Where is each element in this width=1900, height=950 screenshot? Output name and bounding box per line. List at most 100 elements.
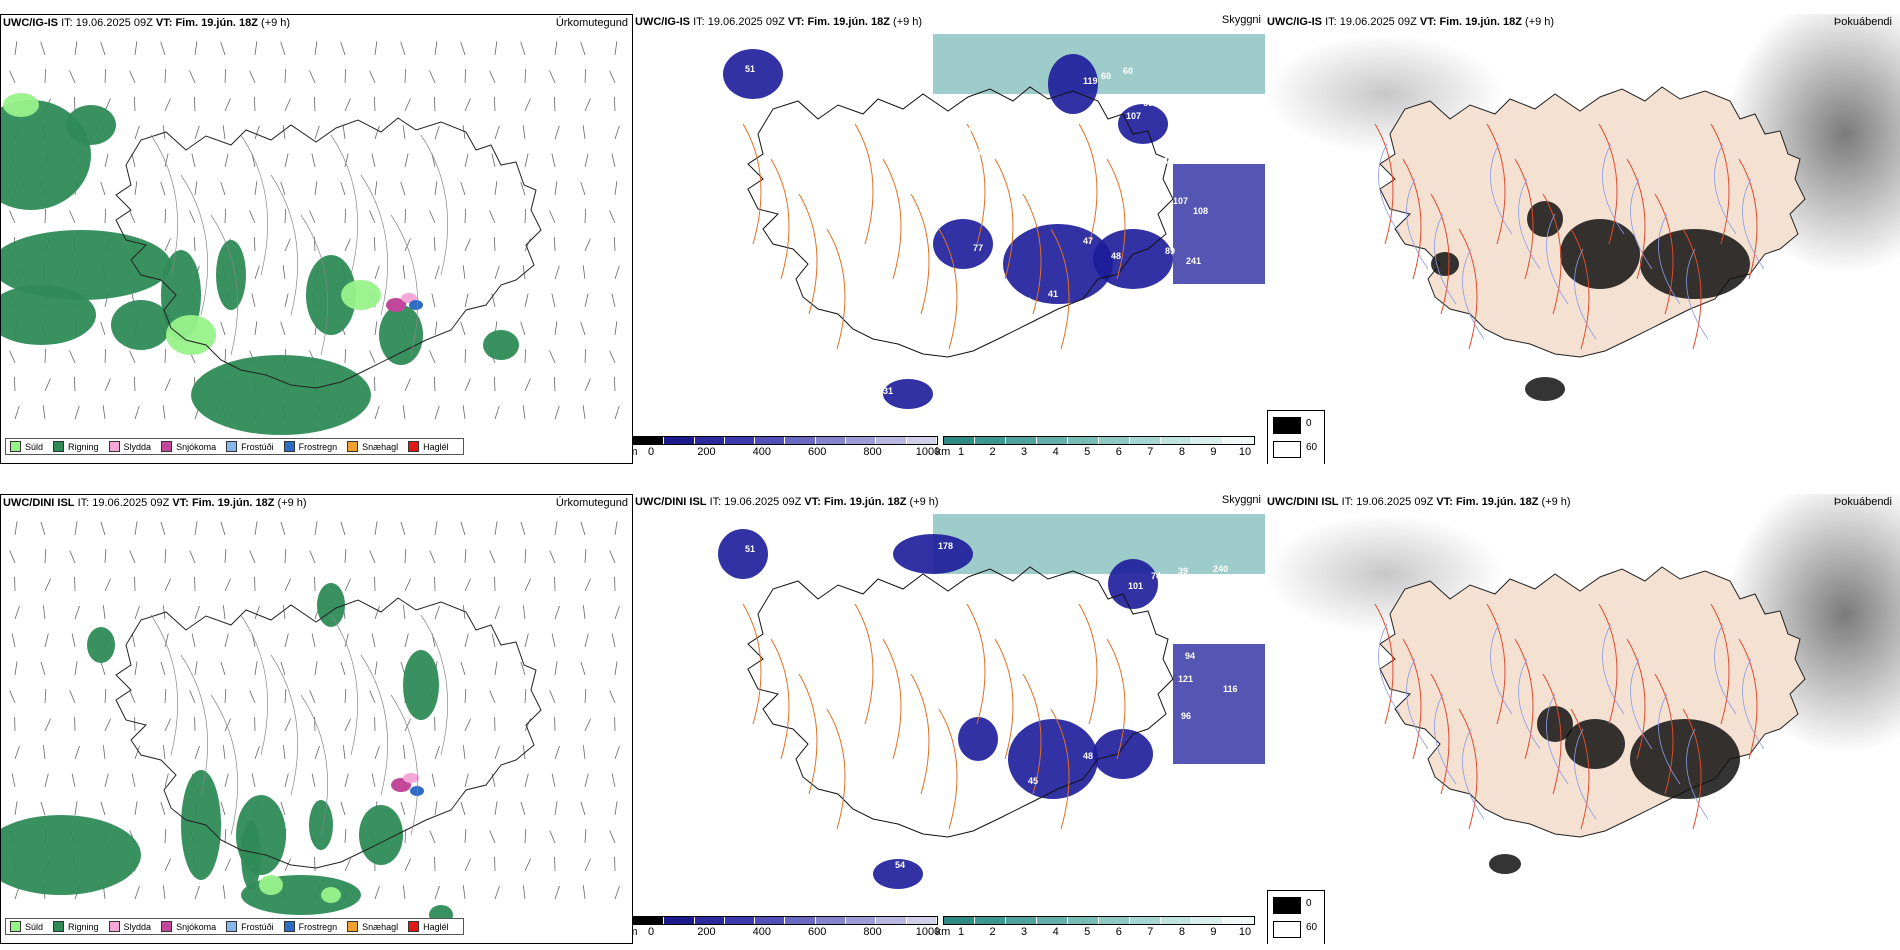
fog-legend-swatch bbox=[1273, 417, 1301, 434]
scale-step bbox=[1130, 437, 1161, 444]
panel-kind: Úrkomutegund bbox=[555, 497, 628, 509]
wind-barb bbox=[549, 830, 556, 844]
road-line bbox=[1374, 603, 1394, 725]
wind-barb bbox=[431, 773, 436, 788]
legend-swatch bbox=[408, 921, 420, 932]
wind-barb bbox=[584, 829, 587, 844]
wind-barb bbox=[284, 718, 291, 732]
river-line bbox=[1434, 213, 1457, 305]
fog-area bbox=[1527, 201, 1563, 237]
scale-tick: 5 bbox=[1084, 926, 1091, 938]
scale-tick: 9 bbox=[1210, 446, 1217, 458]
coastline bbox=[747, 86, 1174, 358]
road-line bbox=[240, 614, 268, 756]
visibility-scale: km 1 2 3 4 5 6 7 8 9 10 bbox=[936, 436, 1255, 459]
cloud-base-label: 121 bbox=[1178, 674, 1193, 684]
rain-area bbox=[216, 240, 246, 310]
legend-label: Frostúði bbox=[241, 921, 274, 932]
wind-barb bbox=[614, 125, 620, 140]
wind-barb bbox=[614, 745, 620, 760]
drizzle-area bbox=[166, 315, 216, 355]
wind-barb bbox=[609, 350, 616, 364]
scale-tick: 3 bbox=[1021, 446, 1028, 458]
wind-barb bbox=[613, 377, 616, 392]
wind-barb bbox=[253, 237, 256, 252]
wind-barb bbox=[374, 125, 380, 140]
scale-step bbox=[815, 917, 847, 924]
road-line bbox=[910, 673, 930, 795]
wind-barb bbox=[280, 181, 286, 196]
river-line bbox=[1742, 658, 1765, 750]
wind-barb bbox=[164, 238, 171, 252]
wind-barb bbox=[134, 41, 138, 56]
wind-barb bbox=[404, 829, 407, 844]
road-line bbox=[798, 673, 818, 795]
wind-barb bbox=[104, 98, 111, 112]
scale-tick: 0 bbox=[647, 446, 655, 458]
wind-barb bbox=[131, 633, 136, 648]
wind-barb bbox=[460, 661, 466, 676]
road-line bbox=[1078, 603, 1098, 725]
legend-label: Súld bbox=[25, 921, 44, 932]
wind-barb bbox=[344, 238, 351, 252]
wind-barb bbox=[369, 70, 376, 84]
wind-barb bbox=[134, 125, 140, 140]
wind-barb bbox=[554, 265, 560, 280]
wind-barb bbox=[134, 661, 138, 676]
wind-barb bbox=[340, 661, 346, 676]
wind-barb bbox=[164, 349, 167, 364]
wind-barb bbox=[164, 773, 169, 788]
scale-tick: 4 bbox=[1052, 926, 1059, 938]
road-line bbox=[1710, 123, 1730, 245]
wind-barb bbox=[129, 350, 136, 364]
road-line bbox=[1598, 123, 1618, 245]
road-line bbox=[420, 614, 448, 756]
wind-barb bbox=[284, 98, 291, 112]
legend-swatch bbox=[161, 441, 173, 452]
wind-barb bbox=[314, 521, 318, 536]
wind-barb bbox=[404, 69, 407, 84]
wind-barb bbox=[433, 97, 436, 112]
wind-barb bbox=[549, 690, 556, 704]
wind-barb bbox=[524, 378, 531, 392]
cloud-base-label: 35 bbox=[971, 148, 981, 158]
wind-barb bbox=[494, 661, 498, 676]
cloud-base-label: 108 bbox=[818, 261, 833, 271]
legend-item: Haglél bbox=[408, 441, 449, 452]
road-line bbox=[938, 708, 958, 830]
wind-barb bbox=[493, 237, 496, 252]
legend-item: Snjókoma bbox=[161, 441, 216, 452]
wind-barb bbox=[249, 690, 256, 704]
river-line bbox=[1490, 623, 1513, 715]
road-line bbox=[1570, 708, 1590, 830]
wind-barb bbox=[584, 378, 591, 392]
wind-barb bbox=[220, 41, 226, 56]
wind-barb bbox=[340, 41, 346, 56]
precip-map bbox=[1, 41, 620, 435]
road-line bbox=[1022, 193, 1042, 315]
wind-barb bbox=[42, 745, 46, 760]
wind-barb bbox=[464, 98, 471, 112]
wind-barb bbox=[404, 858, 411, 872]
wind-barb bbox=[614, 885, 620, 900]
river-line bbox=[1378, 623, 1401, 715]
road-line bbox=[390, 694, 418, 836]
road-line bbox=[390, 214, 418, 356]
sleet-area bbox=[403, 773, 419, 783]
wind-barb bbox=[314, 181, 318, 196]
wind-barb bbox=[434, 181, 438, 196]
wind-barb bbox=[434, 885, 440, 900]
wind-barb bbox=[522, 745, 526, 760]
wind-barb bbox=[584, 578, 591, 592]
road-line bbox=[1570, 228, 1590, 350]
scale-step bbox=[1192, 917, 1223, 924]
low-cloud-area bbox=[1008, 719, 1098, 799]
wind-barb bbox=[554, 181, 558, 196]
scale-step bbox=[876, 437, 907, 444]
scale-step bbox=[634, 917, 665, 924]
fog-legend-swatch bbox=[1273, 921, 1301, 938]
cloud-base-label: 60 bbox=[1123, 66, 1133, 76]
wind-barb bbox=[611, 293, 616, 308]
wind-barb bbox=[164, 718, 171, 732]
wind-barb bbox=[524, 153, 529, 168]
